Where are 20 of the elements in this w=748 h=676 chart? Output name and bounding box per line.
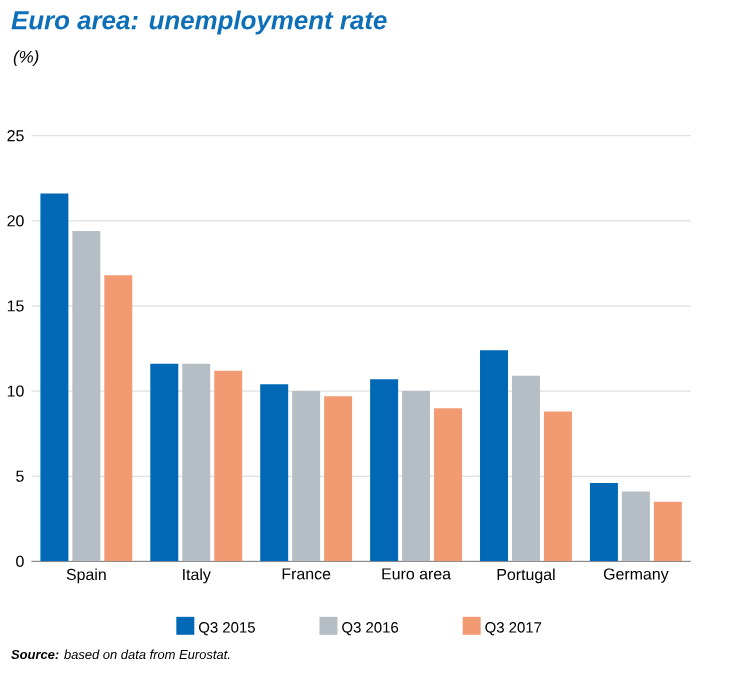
bar (511, 376, 540, 562)
bar (480, 350, 508, 562)
bar (543, 411, 572, 562)
bar (434, 408, 463, 562)
bar (182, 364, 211, 562)
chart-title: Euro area: unemployment rate (11, 10, 387, 35)
bar (72, 231, 101, 562)
bar (324, 396, 353, 562)
bar (292, 391, 321, 562)
bar (104, 275, 133, 562)
bar (214, 370, 243, 562)
bar (260, 384, 289, 562)
bar (589, 483, 618, 562)
bar (40, 193, 69, 562)
bar (150, 364, 179, 562)
y-axis-title: (%) (13, 50, 39, 67)
bar (653, 502, 682, 562)
bar (370, 379, 399, 562)
bar (402, 391, 431, 562)
bar (621, 491, 650, 562)
